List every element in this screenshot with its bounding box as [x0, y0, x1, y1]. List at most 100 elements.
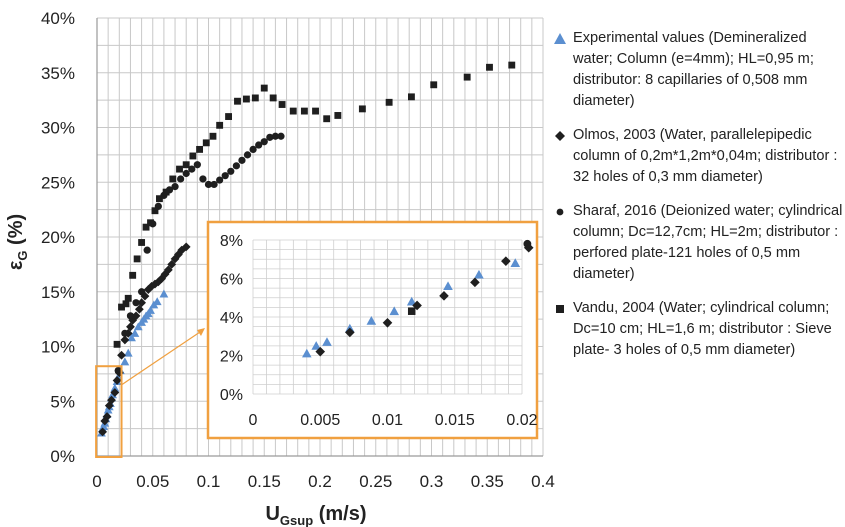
inset-experimental-point	[474, 269, 484, 279]
olmos-point	[137, 298, 146, 308]
y-tick-label: 0%	[50, 447, 75, 466]
inset-experimental-point	[406, 296, 417, 306]
vandu-point	[312, 107, 319, 115]
experimental-point	[159, 289, 169, 298]
sharaf-point	[199, 175, 207, 183]
experimental-point	[130, 328, 140, 337]
experimental-point	[123, 348, 133, 357]
olmos-point	[107, 395, 116, 405]
y-tick-label: 15%	[41, 283, 75, 302]
sharaf-point	[121, 329, 129, 337]
vandu-point	[147, 219, 154, 227]
inset-y-tick-label: 2%	[220, 349, 243, 366]
vandu-point	[430, 81, 438, 89]
vandu-point	[176, 165, 183, 173]
experimental-point	[127, 333, 136, 342]
sharaf-point	[182, 169, 190, 178]
vandu-point	[216, 121, 224, 129]
zoom-arrow	[121, 329, 204, 386]
olmos-point	[131, 311, 141, 321]
x-tick-label: 0.3	[420, 472, 444, 491]
vandu-point	[463, 73, 471, 81]
sharaf-point	[277, 132, 285, 140]
diamond-marker-icon	[555, 131, 565, 141]
sharaf-point	[114, 366, 122, 375]
legend-entry-sharaf: Sharaf, 2016 (Deionized water; cylindric…	[553, 201, 843, 285]
inset-olmos-point	[470, 277, 480, 288]
olmos-point	[110, 388, 120, 397]
sharaf-point	[132, 299, 140, 307]
vandu-point	[133, 255, 141, 263]
olmos-point	[140, 291, 150, 301]
sharaf-point	[232, 162, 240, 170]
experimental-point	[152, 297, 162, 306]
y-tick-label: 35%	[41, 64, 75, 83]
vandu-point	[260, 84, 268, 92]
sharaf-point	[255, 141, 263, 149]
olmos-point	[181, 242, 191, 252]
vandu-point	[122, 300, 130, 308]
y-tick-label: 10%	[41, 338, 75, 357]
inset-experimental-point	[443, 281, 453, 291]
vandu-point	[225, 113, 233, 120]
vandu-point	[124, 294, 132, 302]
vandu-point	[189, 152, 197, 160]
vandu-point	[278, 101, 286, 108]
experimental-point	[120, 357, 130, 366]
zoom-indicator	[95, 328, 205, 458]
sharaf-point	[216, 176, 224, 184]
vandu-point	[242, 95, 250, 103]
inset-plot: 0% 2% 4% 6% 8% 0 0.005 0.01 0.015 0.02	[206, 220, 539, 440]
legend-label: Sharaf, 2016 (Deionized water; cylindric…	[573, 203, 843, 282]
legend-label: Experimental values (Demineralized water…	[573, 30, 814, 109]
vandu-point	[151, 207, 159, 215]
y-tick-label: 30%	[41, 119, 75, 138]
square-marker-icon	[556, 305, 564, 313]
sharaf-point	[266, 133, 274, 141]
inset-experimental-point	[322, 337, 332, 346]
inset-y-tick-label: 4%	[220, 310, 243, 327]
vandu-point	[129, 271, 137, 279]
olmos-point	[163, 265, 173, 275]
main-tick-labels: 0% 5% 10% 15% 20% 25% 30% 35% 40% 0 0.05 0.1 0.15 0.2…	[41, 9, 555, 491]
sharaf-point	[249, 145, 257, 154]
main-data-marks	[97, 61, 516, 437]
olmos-point	[117, 350, 126, 360]
vandu-point	[162, 188, 170, 196]
inset-x-tick-label: 0.015	[435, 412, 475, 429]
vandu-point	[323, 115, 331, 123]
triangle-marker-icon	[554, 33, 566, 44]
x-tick-label: 0.4	[531, 472, 555, 491]
vandu-point	[169, 175, 177, 183]
sharaf-point	[126, 312, 135, 320]
vandu-point	[300, 107, 308, 115]
x-tick-label: 0.1	[197, 472, 221, 491]
y-tick-label: 5%	[50, 392, 75, 411]
inset-sharaf-point	[523, 239, 532, 248]
vandu-point	[113, 340, 121, 348]
circle-marker-icon	[556, 208, 564, 216]
inset-experimental-point	[510, 258, 521, 267]
inset-olmos-point	[315, 346, 326, 357]
vandu-point	[182, 161, 190, 169]
legend-entry-vandu: Vandu, 2004 (Water; cylindrical column; …	[553, 298, 843, 361]
olmos-point	[120, 335, 130, 345]
inset-experimental-point	[302, 348, 312, 358]
vandu-point	[407, 93, 415, 101]
x-tick-label: 0.05	[136, 472, 169, 491]
inset-frame	[206, 220, 539, 440]
chart-legend: Experimental values (Demineralized water…	[553, 28, 843, 374]
experimental-point	[146, 305, 155, 314]
olmos-point	[143, 285, 153, 294]
sharaf-point	[238, 156, 246, 164]
legend-label: Olmos, 2003 (Water, parallelepipedic col…	[573, 127, 838, 185]
olmos-point	[98, 427, 107, 437]
sharaf-point	[260, 138, 268, 146]
sharaf-point	[193, 161, 201, 169]
sharaf-point	[137, 288, 146, 296]
sharaf-point	[227, 167, 235, 175]
inset-x-tick-label: 0	[249, 412, 258, 429]
vandu-point	[334, 112, 342, 119]
vandu-point	[209, 132, 217, 140]
